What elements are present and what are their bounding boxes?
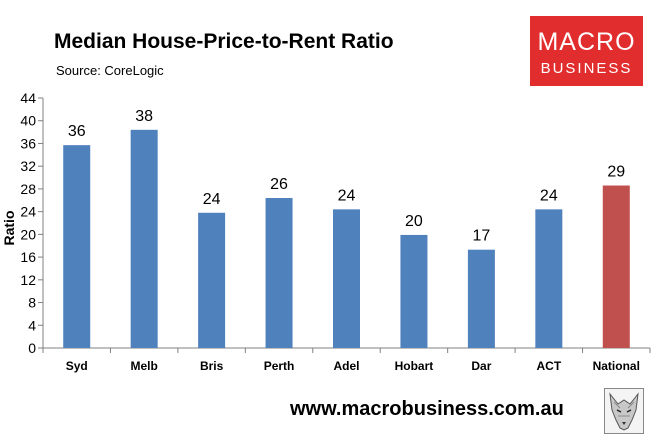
bar-act [535,209,563,348]
x-tick-label: Syd [66,359,88,373]
macrobusiness-logo: MACRO BUSINESS [530,16,643,86]
bar-value-label: 17 [472,228,490,245]
chart-title: Median House-Price-to-Rent Ratio [54,30,394,53]
y-tick-label: 32 [20,158,36,174]
x-axis: Syd Melb Bris Perth Adel Hobart Dar ACT National [42,347,651,373]
bar-value-label: 24 [203,191,221,208]
bar-bris [198,212,226,348]
wolf-icon [604,388,644,434]
bar-syd [63,145,91,348]
bar-value-label: 24 [338,187,356,204]
bar-adel [333,209,360,348]
bar-perth [265,198,293,348]
x-tick-label: Hobart [395,359,434,373]
website-link[interactable]: www.macrobusiness.com.au [290,398,564,420]
y-tick-label: 44 [20,90,36,106]
x-tick-label: ACT [536,359,561,373]
x-tick-label: National [593,359,640,373]
bar-value-labels: 36 38 24 26 24 20 17 24 29 [68,108,625,245]
bar-value-label: 20 [405,213,423,230]
x-tick-label: Melb [130,359,157,373]
y-tick-label: 40 [20,113,36,129]
y-tick-label: 20 [20,226,36,242]
bar-value-label: 36 [68,123,86,140]
logo-line-macro: MACRO [537,28,636,56]
y-tick-label: 4 [28,317,36,333]
logo-line-business: BUSINESS [540,60,633,77]
bar-hobart [400,234,428,348]
y-tick-label: 28 [20,181,36,197]
y-tick-label: 24 [20,204,36,220]
y-tick-label: 36 [20,135,36,151]
y-axis-title: Ratio [1,211,17,246]
y-tick-label: 16 [20,249,36,265]
bar-national [602,185,630,348]
x-tick-label: Adel [333,359,359,373]
bars [63,129,630,348]
bar-value-label: 29 [607,164,625,181]
bar-value-label: 26 [270,176,288,193]
y-tick-label: 12 [20,272,36,288]
x-tick-label: Perth [264,359,295,373]
chart-source: Source: CoreLogic [56,63,164,78]
x-tick-label: Dar [471,359,491,373]
bar-melb [130,129,158,348]
bar-dar [467,249,495,348]
bar-value-label: 38 [135,108,153,125]
y-axis: 0 4 8 12 16 20 24 28 32 36 40 44 [20,90,44,356]
bar-value-label: 24 [540,187,558,204]
y-tick-label: 8 [28,295,36,311]
y-tick-label: 0 [28,340,36,356]
x-tick-label: Bris [200,359,224,373]
